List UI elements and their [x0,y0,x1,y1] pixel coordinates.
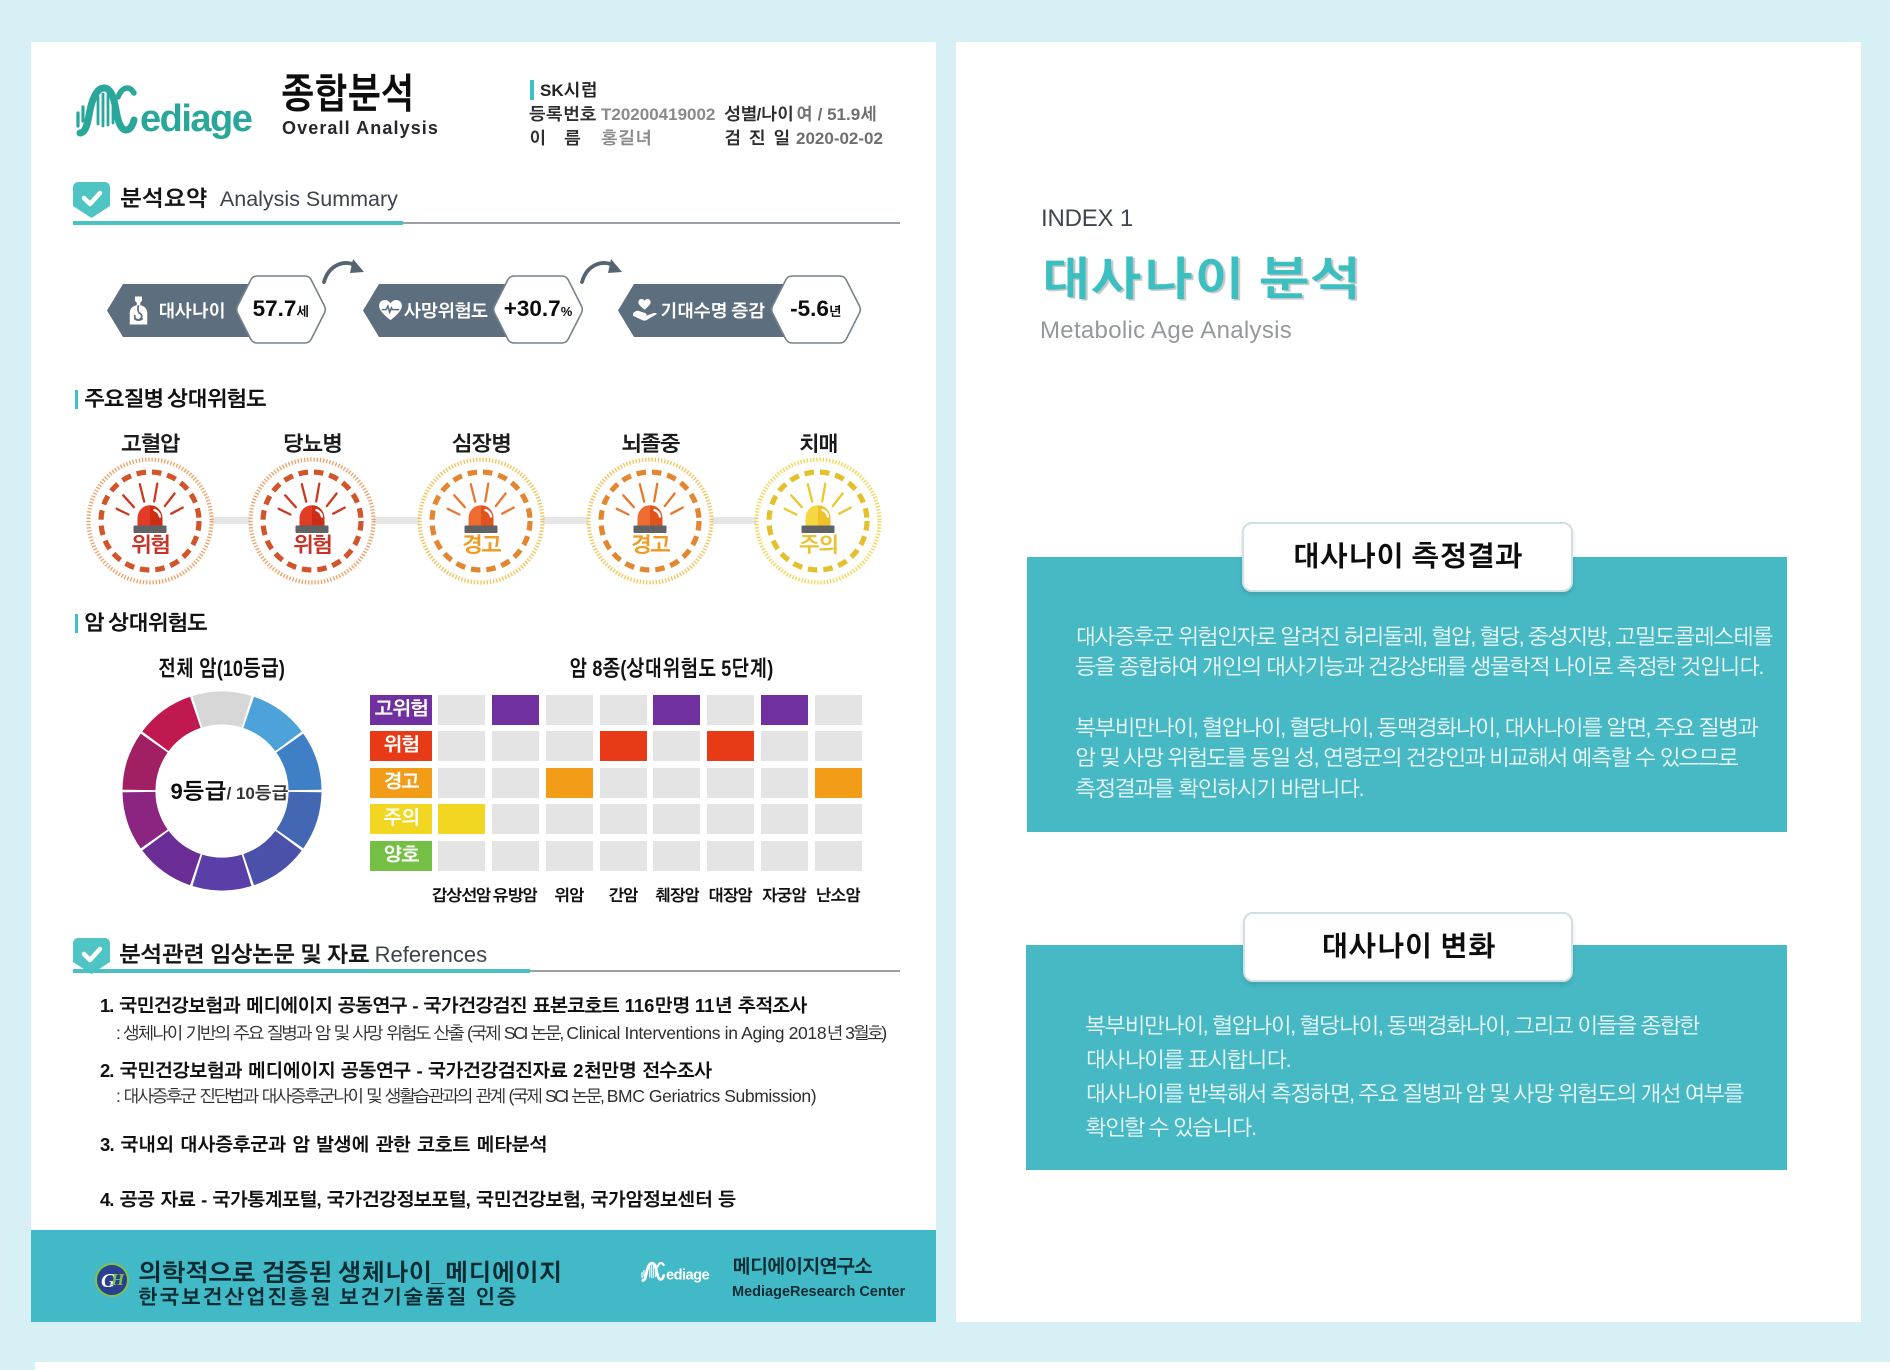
svg-text:H: H [110,1270,125,1289]
svg-text:ediage: ediage [666,1268,709,1284]
svg-text:ediage: ediage [140,98,252,140]
svg-text:G: G [101,1270,116,1292]
